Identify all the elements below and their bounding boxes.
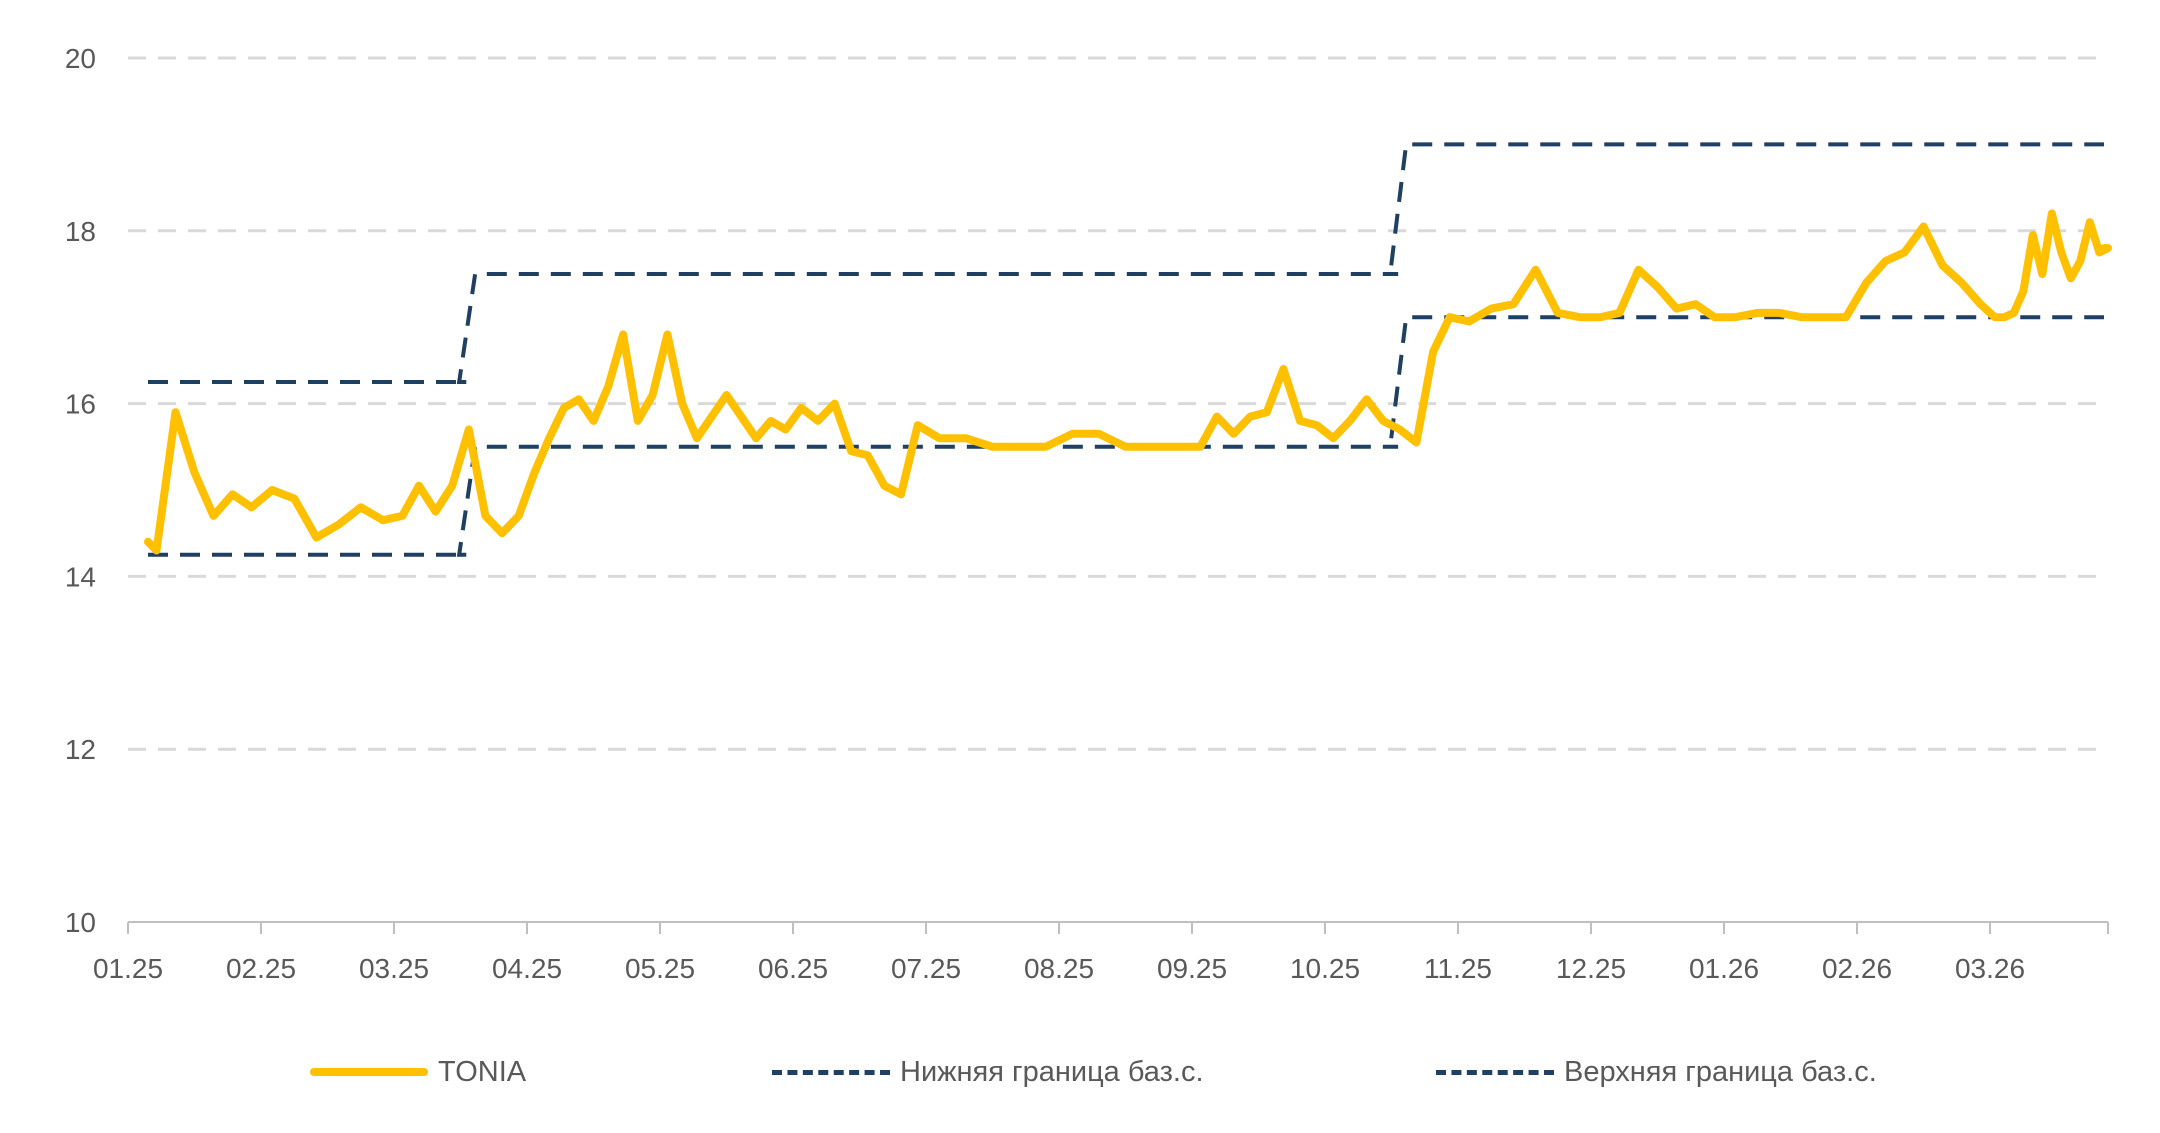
legend-swatch-lower-bound (772, 1069, 890, 1075)
legend-swatch-tonia (310, 1068, 428, 1076)
legend-item-upper-bound: Верхняя граница баз.с. (1436, 1042, 1877, 1102)
legend-item-lower-bound: Нижняя граница баз.с. (772, 1042, 1204, 1102)
y-tick-label: 14 (65, 561, 96, 592)
y-tick-label: 16 (65, 389, 96, 420)
x-axis: 01.25 02.25 03.25 04.25 05.25 06.25 07.25 08.25… (93, 921, 2109, 984)
y-tick-label: 10 (65, 907, 96, 938)
x-tick-label: 01.25 (93, 953, 163, 984)
legend-swatch-upper-bound (1436, 1069, 1554, 1075)
y-axis: 10 12 14 16 18 20 (65, 43, 96, 938)
line-chart: 10 12 14 16 18 20 01.25 02.25 03.25 04.25 05.25 06… (65, 43, 2112, 984)
x-tick-label: 11.25 (1424, 953, 1492, 984)
series-layer (144, 142, 2112, 557)
legend-label-tonia: TONIA (438, 1055, 527, 1088)
x-tick-label: 01.26 (1689, 953, 1759, 984)
grid-lines (128, 56, 2108, 751)
legend-item-tonia: TONIA (310, 1042, 526, 1102)
x-tick-label: 12.25 (1556, 953, 1626, 984)
legend-label-lower-bound: Нижняя граница баз.с. (900, 1055, 1204, 1088)
x-tick-label: 10.25 (1290, 953, 1360, 984)
x-tick-label: 03.26 (1955, 953, 2025, 984)
tonia-line (144, 209, 2112, 555)
x-tick-label: 09.25 (1157, 953, 1227, 984)
lower-bound-line (148, 315, 2104, 557)
x-tick-label: 02.26 (1822, 953, 1892, 984)
x-tick-label: 02.25 (226, 953, 296, 984)
x-tick-label: 06.25 (758, 953, 828, 984)
upper-bound-line (148, 142, 2104, 384)
x-tick-label: 08.25 (1024, 953, 1094, 984)
y-tick-label: 20 (65, 43, 96, 74)
x-tick-label: 07.25 (891, 953, 961, 984)
legend: TONIA Нижняя граница баз.с. Верхняя гран… (0, 1042, 2160, 1102)
x-tick-label: 03.25 (359, 953, 429, 984)
y-tick-label: 12 (65, 734, 96, 765)
x-tick-label: 04.25 (492, 953, 562, 984)
x-tick-label: 05.25 (625, 953, 695, 984)
y-tick-label: 18 (65, 216, 96, 247)
legend-label-upper-bound: Верхняя граница баз.с. (1564, 1055, 1877, 1088)
